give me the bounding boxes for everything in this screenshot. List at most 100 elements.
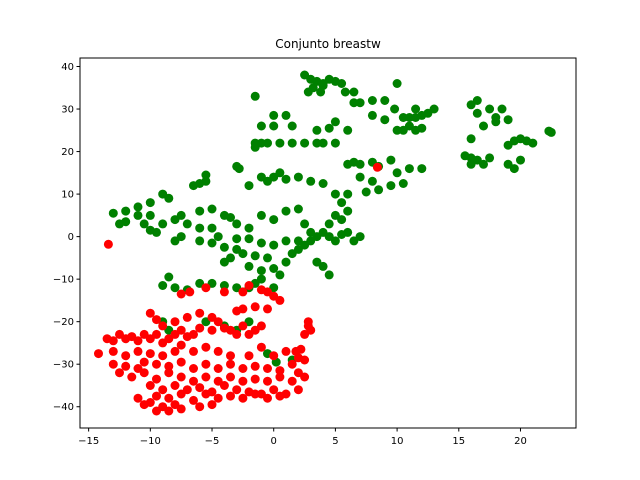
red-point-136 [303,317,313,327]
green-point-193 [256,274,266,284]
red-point-4 [201,283,211,293]
green-point-109 [343,189,353,199]
red-point-76 [238,364,248,373]
red-point-130 [207,400,217,410]
green-point-138 [182,219,192,229]
red-point-39 [108,336,118,346]
red-point-18 [158,321,168,331]
red-point-135 [300,329,310,339]
y-tick-label-8: 40 [61,62,74,73]
y-tick-label-6: 20 [61,147,74,158]
green-point-145 [281,206,291,216]
red-point-46 [152,329,161,339]
green-point-91 [244,181,254,191]
red-point-21 [195,308,205,318]
red-point-63 [281,346,291,356]
red-point-77 [250,361,260,371]
green-point-115 [324,219,334,229]
y-tick-label-1: −30 [53,360,74,371]
red-point-59 [226,351,235,361]
green-point-148 [306,227,316,237]
green-point-120 [145,198,155,208]
green-point-40 [256,121,266,131]
red-point-78 [263,364,272,373]
green-point-63 [528,138,538,148]
green-point-135 [207,204,217,214]
y-tick-label-0: −40 [53,402,74,413]
red-point-101 [170,381,180,390]
red-point-73 [201,359,211,369]
red-point-48 [94,349,103,359]
y-tick-label-5: 10 [61,190,74,201]
red-point-30 [256,321,266,331]
green-point-162 [238,249,248,259]
green-point-75 [472,96,482,105]
green-point-92 [306,176,316,186]
green-point-78 [479,159,488,169]
green-point-151 [195,236,205,246]
red-point-117 [189,395,198,405]
green-point-158 [281,236,291,246]
red-point-54 [170,346,180,356]
green-point-167 [244,261,254,271]
green-point-169 [269,264,279,273]
green-point-56 [485,153,495,163]
green-point-134 [195,206,205,216]
red-point-106 [232,385,242,395]
green-point-153 [213,232,223,242]
ticks-layer: −15 −10 −5 0 5 10 15 20 −40 −30 −20 −10 0 10 20 30 40 [53,62,527,447]
green-point-10 [303,87,313,97]
red-point-72 [189,364,198,373]
green-point-195 [158,281,168,290]
green-point-83 [201,176,211,186]
green-point-15 [349,98,359,108]
green-point-11 [340,87,350,97]
green-point-20 [367,110,377,120]
green-point-142 [244,223,254,233]
red-point-68 [139,357,149,367]
green-point-36 [343,125,353,135]
green-point-133 [176,210,186,220]
red-point-43 [133,336,143,346]
red-point-86 [164,368,174,378]
red-point-31 [207,325,217,335]
green-point-52 [250,142,260,152]
red-point-65 [108,359,118,369]
red-point-53 [158,351,168,361]
green-point-103 [355,172,365,182]
green-point-121 [133,202,143,212]
green-point-84 [201,170,211,180]
green-point-139 [195,223,205,233]
red-point-99 [145,381,155,390]
green-point-22 [404,113,414,122]
red-point-132 [164,406,174,416]
red-point-116 [176,389,186,399]
red-point-81 [300,355,310,365]
green-point-96 [355,159,365,169]
axes-frame [79,57,577,429]
red-point-75 [226,359,235,369]
red-point-121 [238,393,248,403]
x-tick-label-3: 0 [271,436,277,447]
green-point-41 [269,121,279,131]
x-tick-label-6: 15 [452,436,465,447]
green-point-122 [121,206,131,216]
green-point-107 [398,179,408,188]
red-point-92 [238,376,248,386]
green-point-69 [491,117,501,127]
red-point-26 [232,329,242,339]
red-point-58 [213,346,223,356]
green-point-35 [312,125,322,135]
green-point-184 [164,272,174,282]
green-point-90 [263,176,272,186]
green-point-13 [355,98,365,108]
red-point-20 [182,312,192,322]
green-point-9 [316,87,326,97]
red-point-23 [213,317,223,327]
red-point-55 [176,340,186,350]
green-point-119 [164,193,174,203]
red-point-131 [152,406,161,416]
green-point-106 [386,181,396,191]
green-point-126 [133,210,143,220]
green-point-128 [139,219,149,229]
